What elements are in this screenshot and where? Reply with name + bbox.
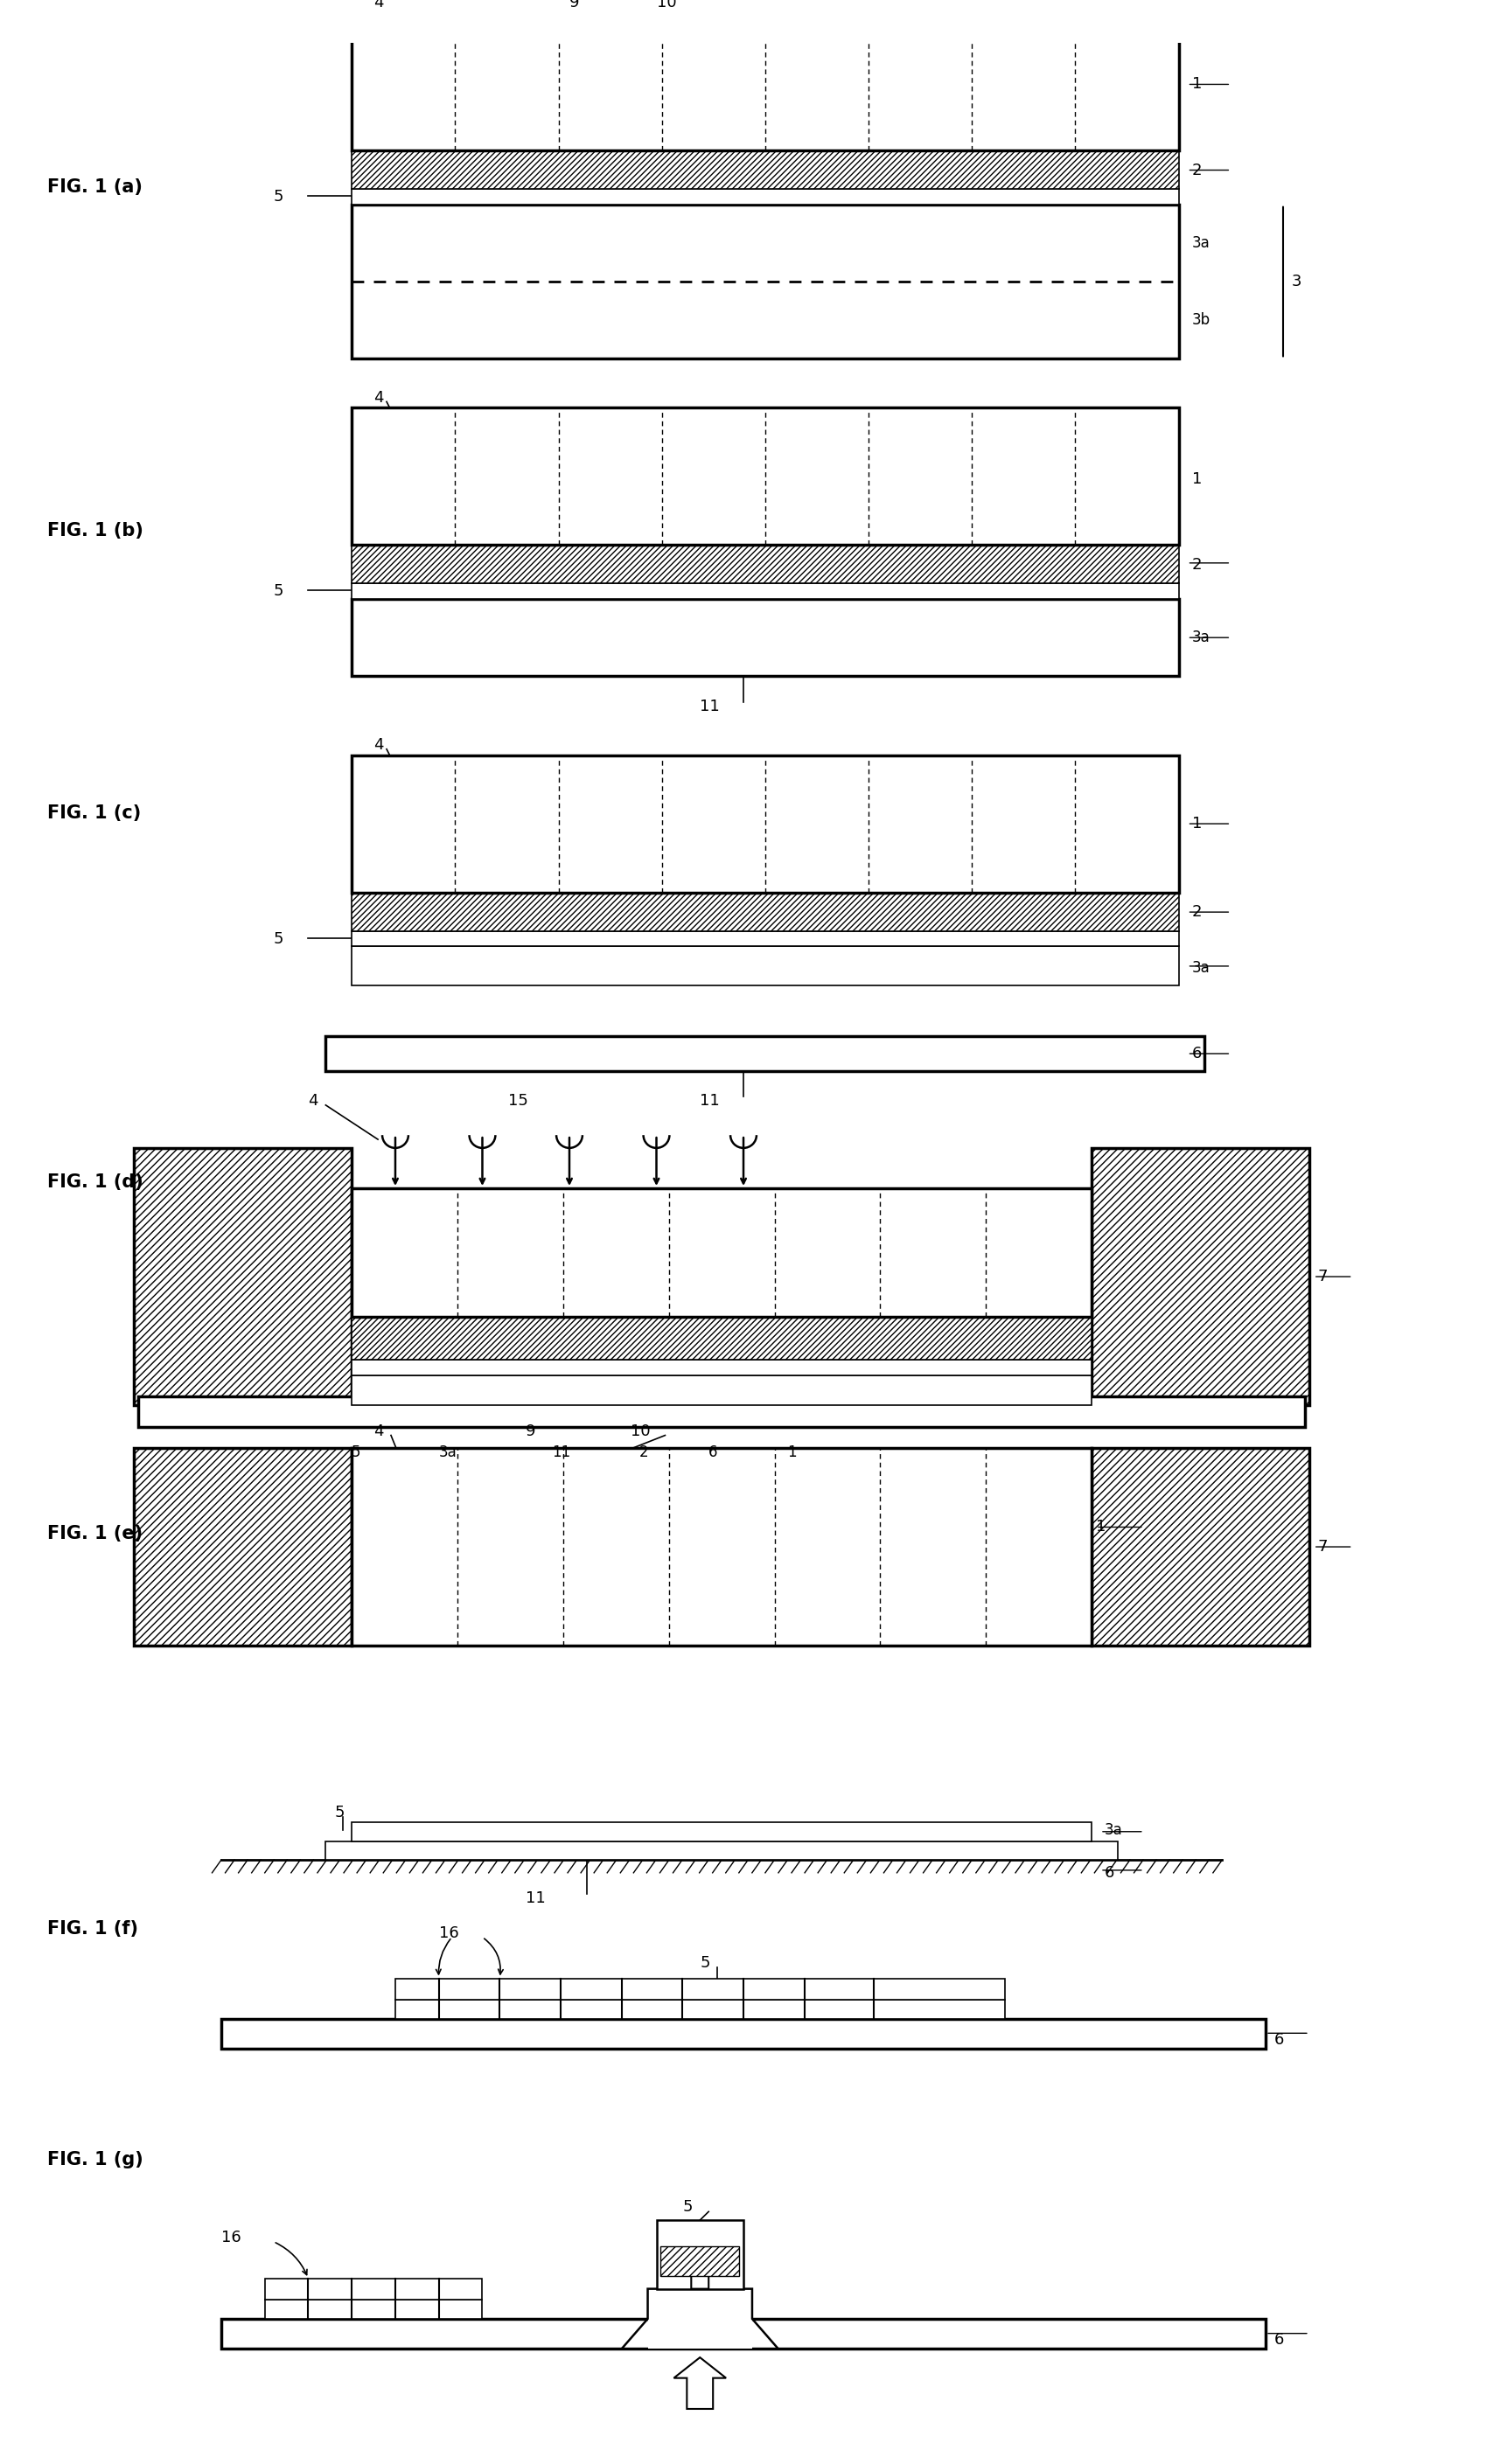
Bar bbox=[351, 931, 1178, 946]
Text: 2: 2 bbox=[1191, 557, 1200, 572]
Text: FIG. 1 (b): FIG. 1 (b) bbox=[48, 522, 143, 540]
Text: 4: 4 bbox=[373, 1424, 384, 1439]
Text: 10: 10 bbox=[655, 0, 676, 10]
Text: 4: 4 bbox=[373, 0, 384, 10]
Bar bbox=[351, 946, 1178, 986]
Bar bbox=[264, 2279, 482, 2299]
Text: 5: 5 bbox=[334, 1804, 345, 1821]
Bar bbox=[396, 1979, 1003, 2001]
Bar bbox=[648, 2289, 751, 2348]
Bar bbox=[351, 584, 1178, 599]
Text: 3a: 3a bbox=[439, 1444, 457, 1461]
Bar bbox=[351, 1375, 1091, 1404]
Text: 1: 1 bbox=[1191, 76, 1200, 91]
Text: 3a: 3a bbox=[1191, 234, 1209, 251]
Text: 4: 4 bbox=[373, 737, 384, 752]
Text: 1: 1 bbox=[1191, 471, 1200, 488]
Bar bbox=[396, 2001, 1003, 2018]
Bar bbox=[655, 2220, 744, 2289]
Bar bbox=[221, 2018, 1265, 2048]
Text: 11: 11 bbox=[526, 1890, 545, 1907]
Text: 5: 5 bbox=[273, 584, 284, 599]
Text: 10: 10 bbox=[630, 1424, 649, 1439]
Bar bbox=[351, 407, 1178, 545]
Text: 5: 5 bbox=[700, 1954, 709, 1971]
Text: 9: 9 bbox=[569, 0, 579, 10]
Text: 2: 2 bbox=[1191, 163, 1200, 177]
Text: 11: 11 bbox=[700, 1094, 720, 1109]
Bar bbox=[351, 205, 1178, 360]
Text: 3a: 3a bbox=[1191, 631, 1209, 646]
Bar bbox=[351, 1449, 1091, 1646]
Text: FIG. 1 (g): FIG. 1 (g) bbox=[48, 2151, 143, 2168]
Bar bbox=[351, 892, 1178, 931]
Text: 3a: 3a bbox=[1191, 961, 1209, 976]
Text: FIG. 1 (e): FIG. 1 (e) bbox=[48, 1525, 142, 1542]
Text: 4: 4 bbox=[308, 1094, 318, 1109]
Text: FIG. 1 (f): FIG. 1 (f) bbox=[48, 1919, 137, 1937]
Text: 15: 15 bbox=[508, 1094, 529, 1109]
Text: 1: 1 bbox=[1191, 816, 1200, 830]
Bar bbox=[134, 1449, 351, 1646]
Text: 5: 5 bbox=[351, 1444, 361, 1461]
Text: 3b: 3b bbox=[1191, 313, 1209, 328]
Text: 6: 6 bbox=[1274, 2033, 1284, 2048]
Text: FIG. 1 (a): FIG. 1 (a) bbox=[48, 177, 142, 197]
Text: 11: 11 bbox=[700, 697, 720, 715]
Bar bbox=[325, 1037, 1203, 1072]
Bar bbox=[351, 1188, 1091, 1316]
Bar bbox=[351, 599, 1178, 675]
Text: 11: 11 bbox=[551, 1444, 570, 1461]
Bar bbox=[351, 754, 1178, 892]
Text: 2: 2 bbox=[639, 1444, 648, 1461]
Text: 5: 5 bbox=[682, 2200, 693, 2215]
Text: 7: 7 bbox=[1317, 1269, 1327, 1284]
Text: 7: 7 bbox=[1317, 1540, 1327, 1555]
Text: 5: 5 bbox=[273, 931, 284, 946]
Text: 16: 16 bbox=[221, 2230, 240, 2245]
Bar bbox=[351, 1823, 1091, 1841]
Text: 16: 16 bbox=[439, 1924, 458, 1942]
PathPatch shape bbox=[682, 2255, 717, 2289]
Text: 6: 6 bbox=[1103, 1865, 1114, 1880]
Text: 3a: 3a bbox=[1103, 1821, 1123, 1838]
Bar bbox=[351, 1360, 1091, 1375]
Bar bbox=[660, 2245, 739, 2277]
Text: FIG. 1 (c): FIG. 1 (c) bbox=[48, 806, 140, 823]
Text: 3: 3 bbox=[1291, 274, 1300, 288]
Text: 2: 2 bbox=[1191, 904, 1200, 919]
Bar bbox=[351, 545, 1178, 584]
Bar bbox=[134, 1148, 351, 1404]
PathPatch shape bbox=[673, 2358, 726, 2410]
Text: 1: 1 bbox=[787, 1444, 796, 1461]
Bar bbox=[325, 1841, 1117, 1860]
Bar bbox=[139, 1397, 1303, 1427]
Text: 1: 1 bbox=[1096, 1520, 1105, 1535]
Bar bbox=[351, 150, 1178, 190]
Bar bbox=[1091, 1449, 1308, 1646]
Text: 5: 5 bbox=[273, 190, 284, 205]
Text: 6: 6 bbox=[1191, 1045, 1200, 1062]
Bar bbox=[221, 2319, 1265, 2348]
Text: FIG. 1 (d): FIG. 1 (d) bbox=[48, 1173, 143, 1190]
Text: 6: 6 bbox=[708, 1444, 718, 1461]
Bar bbox=[351, 1316, 1091, 1360]
Bar bbox=[1091, 1148, 1308, 1404]
Bar bbox=[264, 2299, 482, 2319]
Text: 6: 6 bbox=[1274, 2333, 1284, 2348]
Text: 9: 9 bbox=[526, 1424, 536, 1439]
Text: 4: 4 bbox=[373, 389, 384, 404]
Bar bbox=[351, 190, 1178, 205]
Bar bbox=[351, 12, 1178, 150]
